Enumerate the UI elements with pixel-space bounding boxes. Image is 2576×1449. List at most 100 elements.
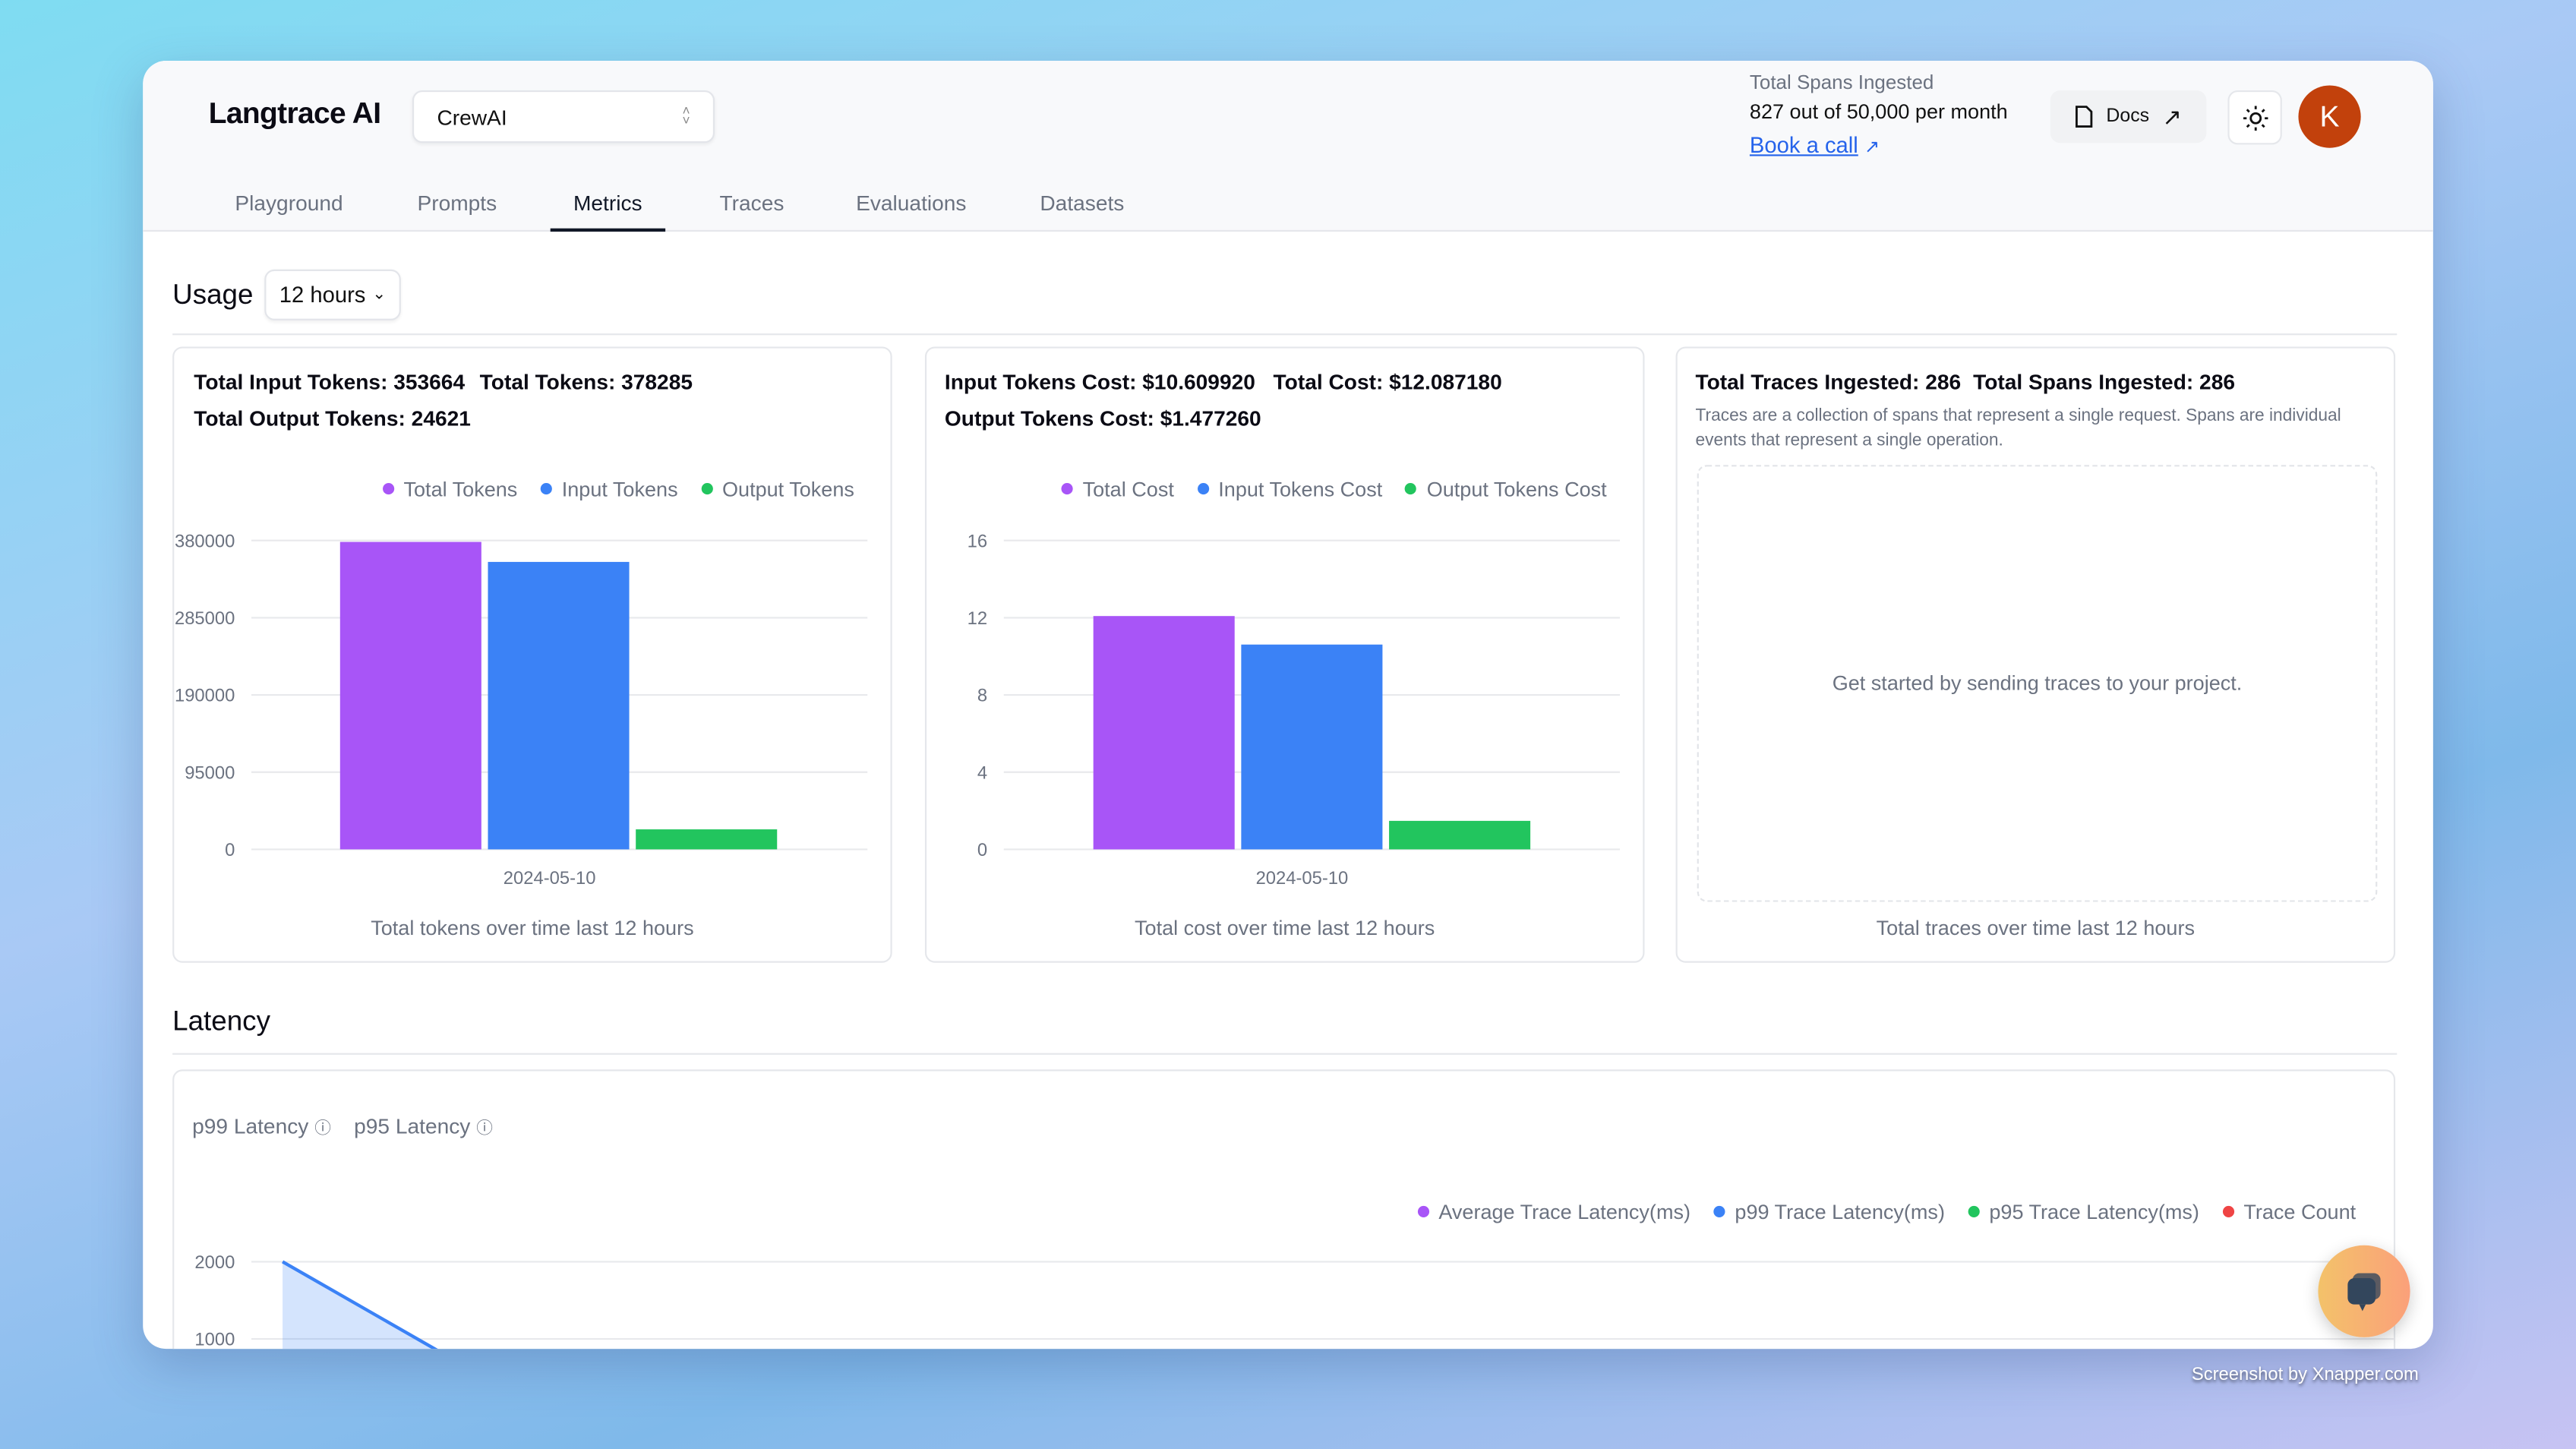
bar-total-tokens <box>339 541 481 850</box>
legend-dot <box>1197 483 1209 495</box>
y-tick-label: 8 <box>977 686 987 706</box>
tokens-bar-chart: 0 95000 190000 285000 380000 2024-05-10 <box>175 531 868 889</box>
time-range-select[interactable]: 12 hours ⌄ <box>264 269 401 320</box>
traces-caption: Total traces over time last 12 hours <box>1876 917 2195 940</box>
legend-label: Average Trace Latency(ms) <box>1438 1201 1691 1224</box>
tokens-legend: Total Tokens Input Tokens Output Tokens <box>382 478 854 501</box>
divider <box>172 333 2398 336</box>
tab-prompts[interactable]: Prompts <box>417 190 497 216</box>
theme-toggle-button[interactable] <box>2227 90 2282 145</box>
legend-dot <box>1061 483 1073 495</box>
project-select[interactable]: CrewAI ˄ ˅ <box>412 90 715 144</box>
legend-label: Total Tokens <box>403 478 518 501</box>
legend-item[interactable]: Total Tokens <box>382 478 517 501</box>
y-tick-label: 12 <box>968 608 987 629</box>
file-icon <box>2076 106 2093 128</box>
chevron-down-icon: ⌄ <box>372 286 387 305</box>
legend-dot <box>1417 1205 1429 1218</box>
y-tick-label: 285000 <box>175 608 235 629</box>
legend-item[interactable]: p99 Trace Latency(ms) <box>1713 1201 1945 1224</box>
bar-output-tokens-cost <box>1389 820 1531 850</box>
latency-title: Latency <box>172 1005 270 1037</box>
time-range-value: 12 hours <box>279 283 366 308</box>
bar-input-tokens-cost <box>1241 644 1383 850</box>
tab-label: p95 Latency <box>354 1113 471 1139</box>
y-tick-label: 1000 <box>194 1330 235 1349</box>
brand-logo: Langtrace AI <box>208 96 381 130</box>
cost-card: Input Tokens Cost: $10.609920 Total Cost… <box>924 346 1645 963</box>
total-cost: Total Cost: $12.087180 <box>1273 369 1502 395</box>
legend-dot <box>1968 1205 1980 1218</box>
legend-label: p99 Trace Latency(ms) <box>1735 1201 1945 1224</box>
spans-label: Total Spans Ingested <box>1749 71 1934 94</box>
y-tick-label: 190000 <box>175 686 235 706</box>
legend-dot <box>1713 1205 1725 1218</box>
x-tick-label: 2024-05-10 <box>504 868 596 889</box>
latency-tabs: p99 Latency ⓘ p95 Latency ⓘ <box>192 1114 493 1138</box>
tokens-card: Total Input Tokens: 353664 Total Tokens:… <box>172 346 892 963</box>
bar-output-tokens <box>636 829 778 850</box>
legend-item[interactable]: Input Tokens Cost <box>1197 478 1382 501</box>
legend-dot <box>2222 1205 2234 1218</box>
divider <box>172 1053 2398 1055</box>
y-tick-label: 2000 <box>194 1252 235 1273</box>
header: Langtrace AI CrewAI ˄ ˅ Total Spans Inges… <box>143 61 2433 232</box>
tab-p99-latency[interactable]: p99 Latency ⓘ <box>192 1114 331 1138</box>
tab-playground[interactable]: Playground <box>235 190 343 216</box>
total-spans: Total Spans Ingested: 286 <box>1973 369 2236 395</box>
app-window: Langtrace AI CrewAI ˄ ˅ Total Spans Inges… <box>143 61 2433 1350</box>
watermark: Screenshot by Xnapper.com <box>2191 1365 2419 1385</box>
legend-label: Total Cost <box>1082 478 1174 501</box>
book-call-link[interactable]: Book a call ↗ <box>1750 133 1880 157</box>
tab-datasets[interactable]: Datasets <box>1040 190 1125 216</box>
legend-item[interactable]: Input Tokens <box>540 478 678 501</box>
legend-item[interactable]: Trace Count <box>2222 1201 2357 1224</box>
legend-item[interactable]: Average Trace Latency(ms) <box>1417 1201 1691 1224</box>
latency-card: p99 Latency ⓘ p95 Latency ⓘ Average Trac… <box>172 1069 2396 1350</box>
latency-legend: Average Trace Latency(ms) p99 Trace Laten… <box>1417 1201 2357 1224</box>
x-tick-label: 2024-05-10 <box>1256 868 1349 889</box>
project-select-value: CrewAI <box>437 104 507 129</box>
legend-item[interactable]: Total Cost <box>1061 478 1174 501</box>
tab-metrics[interactable]: Metrics <box>550 191 665 232</box>
legend-label: Trace Count <box>2243 1201 2357 1224</box>
total-tokens: Total Tokens: 378285 <box>479 369 693 395</box>
output-tokens-cost: Output Tokens Cost: $1.477260 <box>944 406 1261 431</box>
user-avatar[interactable]: K <box>2298 85 2361 148</box>
chat-bubble-icon <box>2347 1273 2381 1312</box>
y-tick-label: 0 <box>977 840 987 860</box>
tab-traces[interactable]: Traces <box>719 190 784 216</box>
legend-item[interactable]: Output Tokens <box>700 478 854 501</box>
legend-item[interactable]: p95 Trace Latency(ms) <box>1968 1201 2199 1224</box>
bar-total-cost <box>1093 616 1235 850</box>
main-content: Usage 12 hours ⌄ Total Input Tokens: 353… <box>143 232 2433 1350</box>
book-call-label: Book a call <box>1749 133 1858 158</box>
legend-dot <box>1405 483 1417 495</box>
docs-button[interactable]: Docs ↗ <box>2050 90 2207 144</box>
chat-widget-button[interactable] <box>2318 1245 2410 1337</box>
legend-label: Input Tokens <box>561 478 678 501</box>
legend-item[interactable]: Output Tokens Cost <box>1405 478 1607 501</box>
tokens-caption: Total tokens over time last 12 hours <box>371 917 694 940</box>
docs-label: Docs <box>2106 106 2150 127</box>
traces-description: Traces are a collection of spans that re… <box>1695 406 2341 450</box>
legend-label: Output Tokens Cost <box>1426 478 1607 501</box>
y-tick-label: 380000 <box>175 531 235 551</box>
external-link-icon: ↗ <box>1864 137 1880 158</box>
spans-value: 827 out of 50,000 per month <box>1749 99 2008 124</box>
y-tick-label: 16 <box>968 531 987 551</box>
tab-evaluations[interactable]: Evaluations <box>856 190 967 216</box>
legend-label: p95 Trace Latency(ms) <box>1989 1201 2199 1224</box>
bar-input-tokens <box>488 561 630 850</box>
traces-card: Total Traces Ingested: 286 Total Spans I… <box>1675 346 2396 963</box>
info-icon: ⓘ <box>314 1120 331 1139</box>
cost-bar-chart: 0 4 8 12 16 2024-05-10 <box>968 531 1621 889</box>
legend-dot <box>700 483 713 495</box>
total-input-tokens: Total Input Tokens: 353664 <box>194 369 466 395</box>
tab-p95-latency[interactable]: p95 Latency ⓘ <box>354 1114 493 1138</box>
cost-legend: Total Cost Input Tokens Cost Output Tokens… <box>1061 478 1607 501</box>
sun-icon <box>2242 105 2268 130</box>
cost-caption: Total cost over time last 12 hours <box>1135 917 1435 940</box>
total-traces: Total Traces Ingested: 286 <box>1695 369 1962 395</box>
traces-empty-state: Get started by sending traces to your pr… <box>1697 465 2378 902</box>
